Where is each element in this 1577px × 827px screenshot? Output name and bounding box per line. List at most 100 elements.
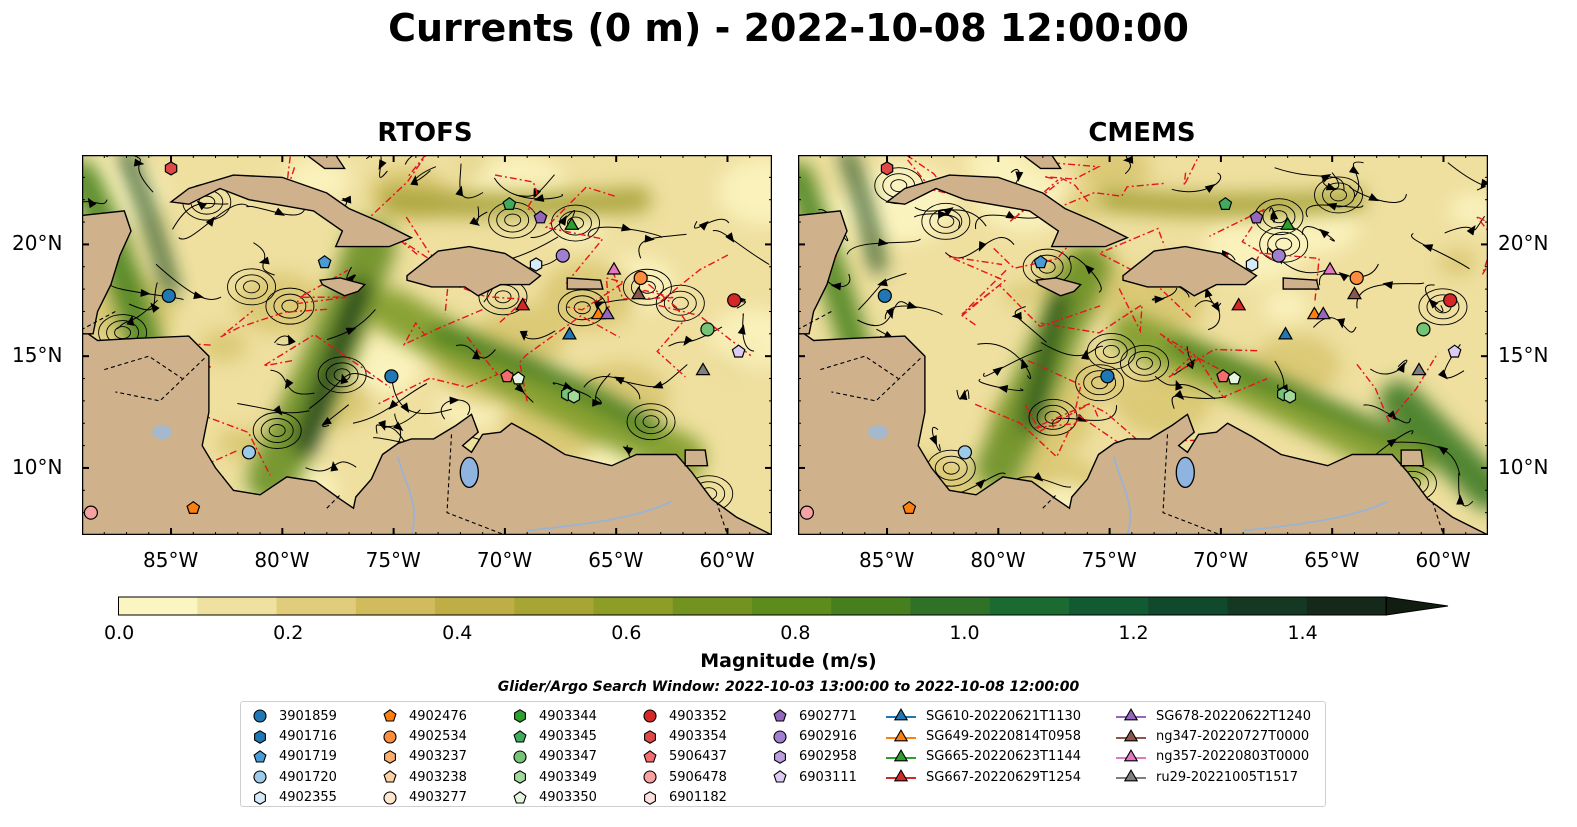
float-marker-20 bbox=[1277, 326, 1293, 340]
land-yucatan bbox=[798, 155, 848, 335]
triangle-icon bbox=[1116, 708, 1146, 721]
colorbar-tick-label: 1.4 bbox=[1287, 622, 1318, 644]
float-marker-2 bbox=[877, 288, 892, 303]
lat-label-right: 10°N bbox=[1498, 454, 1549, 479]
float-marker-25 bbox=[630, 286, 646, 300]
triangle-icon bbox=[1116, 748, 1146, 762]
lon-label: 85°W bbox=[143, 548, 199, 572]
float-marker-7 bbox=[1349, 270, 1364, 286]
land-hispaniola bbox=[406, 245, 542, 297]
lake-maracaibo bbox=[1175, 456, 1195, 489]
legend-label: 6902916 bbox=[799, 729, 857, 745]
legend-item: SG667-20220629T1254 bbox=[886, 767, 1081, 787]
legend-item: SG649-20220814T0958 bbox=[886, 726, 1081, 746]
search-window-text: Glider/Argo Search Window: 2022-10-03 13… bbox=[497, 679, 1080, 695]
main-title: Currents (0 m) - 2022-10-08 12:00:00 bbox=[388, 6, 1189, 50]
legend-item: 5906437 bbox=[641, 747, 727, 767]
colorbar-extend-arrow bbox=[1385, 596, 1449, 616]
float-marker-17 bbox=[533, 210, 548, 224]
lat-label-left: 15°N bbox=[12, 343, 63, 368]
triangle-icon bbox=[886, 708, 916, 721]
float-marker-25 bbox=[1346, 286, 1362, 300]
map-panel-cmems bbox=[798, 155, 1488, 535]
lon-label: 80°W bbox=[254, 548, 310, 572]
float-marker-15 bbox=[164, 161, 178, 176]
legend-label: 6902771 bbox=[799, 708, 857, 724]
colorbar-segment bbox=[1069, 597, 1149, 615]
legend: 3901859 4901716 4901719 4901720 4902355 49024… bbox=[240, 701, 1326, 807]
colorbar-segment bbox=[1227, 597, 1308, 615]
legend-label: 4903344 bbox=[539, 708, 597, 724]
triangle-icon bbox=[886, 748, 916, 762]
float-marker-16 bbox=[799, 505, 815, 520]
float-marker-26 bbox=[606, 261, 622, 275]
float-marker-23 bbox=[515, 297, 531, 311]
legend-item: SG610-20220621T1130 bbox=[886, 706, 1081, 726]
legend-label: 6901182 bbox=[669, 790, 727, 806]
lon-label: 80°W bbox=[970, 548, 1026, 572]
lat-label-left: 10°N bbox=[12, 454, 63, 479]
legend-column: 6902771 6902916 6902958 6903111 bbox=[771, 706, 857, 788]
hexagon-icon bbox=[254, 790, 266, 805]
float-marker-11 bbox=[567, 389, 581, 404]
float-marker-18 bbox=[1271, 248, 1286, 263]
triangle-icon bbox=[1116, 728, 1146, 741]
float-marker-19 bbox=[1447, 344, 1462, 358]
colorbar-tick-label: 0.0 bbox=[104, 622, 135, 644]
pentagon-icon bbox=[383, 770, 397, 783]
land-hispaniola bbox=[1122, 245, 1258, 297]
float-marker-9 bbox=[700, 322, 715, 337]
colorbar-segment bbox=[514, 597, 594, 615]
legend-label: 4903345 bbox=[539, 729, 597, 745]
legend-item: 4902355 bbox=[251, 788, 337, 808]
legend-item: 4902476 bbox=[381, 706, 467, 726]
colorbar-tick-label: 0.6 bbox=[611, 622, 642, 644]
lon-label: 75°W bbox=[1081, 548, 1137, 572]
legend-item: 4903345 bbox=[511, 726, 597, 746]
float-marker-27 bbox=[695, 362, 711, 376]
float-marker-4 bbox=[957, 445, 973, 460]
legend-label: 4903277 bbox=[409, 790, 467, 806]
float-marker-4 bbox=[241, 445, 257, 460]
circle-icon bbox=[513, 750, 527, 764]
float-marker-26 bbox=[1322, 261, 1338, 275]
pentagon-icon bbox=[773, 709, 787, 722]
triangle-icon bbox=[1116, 769, 1146, 782]
legend-label: 4903354 bbox=[669, 729, 727, 745]
float-marker-14 bbox=[1443, 293, 1458, 308]
legend-label: 4903349 bbox=[539, 769, 597, 785]
colorbar-tick-label: 1.0 bbox=[949, 622, 980, 644]
circle-icon bbox=[383, 730, 397, 744]
float-marker-19 bbox=[731, 344, 746, 358]
legend-column: 4903344 4903345 4903347 4903349 4903350 bbox=[511, 706, 597, 808]
legend-label: 4903237 bbox=[409, 749, 467, 765]
legend-column: SG678-20220622T1240 ng347-20220727T0000 ng… bbox=[1116, 706, 1311, 788]
float-marker-13 bbox=[500, 369, 515, 383]
legend-label: 4903350 bbox=[539, 790, 597, 806]
pentagon-icon bbox=[513, 790, 527, 804]
hexagon-icon bbox=[384, 750, 396, 764]
legend-label: 4903238 bbox=[409, 769, 467, 785]
float-marker-2 bbox=[161, 288, 176, 303]
lon-label: 70°W bbox=[476, 548, 533, 572]
hexagon-icon bbox=[514, 770, 526, 785]
lat-label-left: 20°N bbox=[12, 231, 63, 256]
float-marker-20 bbox=[561, 326, 577, 340]
land-bahamas bbox=[1021, 155, 1062, 170]
land-central bbox=[798, 155, 1488, 535]
float-marker-23 bbox=[1231, 297, 1247, 311]
legend-item: 6903111 bbox=[771, 767, 857, 787]
legend-column: SG610-20220621T1130 SG649-20220814T0958 SG… bbox=[886, 706, 1081, 788]
legend-label: 3901859 bbox=[279, 708, 337, 724]
triangle-icon bbox=[886, 728, 916, 741]
legend-item: ng357-20220803T0000 bbox=[1116, 747, 1311, 767]
land-jamaica bbox=[1035, 277, 1083, 297]
lon-label: 70°W bbox=[1192, 548, 1249, 572]
float-marker-8 bbox=[1218, 196, 1233, 211]
legend-label: ng357-20220803T0000 bbox=[1156, 749, 1310, 765]
float-marker-21 bbox=[590, 306, 606, 320]
float-marker-17 bbox=[1249, 210, 1264, 224]
legend-label: 4901716 bbox=[279, 729, 337, 745]
lon-label: 65°W bbox=[1304, 548, 1360, 572]
panel-title-cmems: CMEMS bbox=[1088, 118, 1196, 148]
